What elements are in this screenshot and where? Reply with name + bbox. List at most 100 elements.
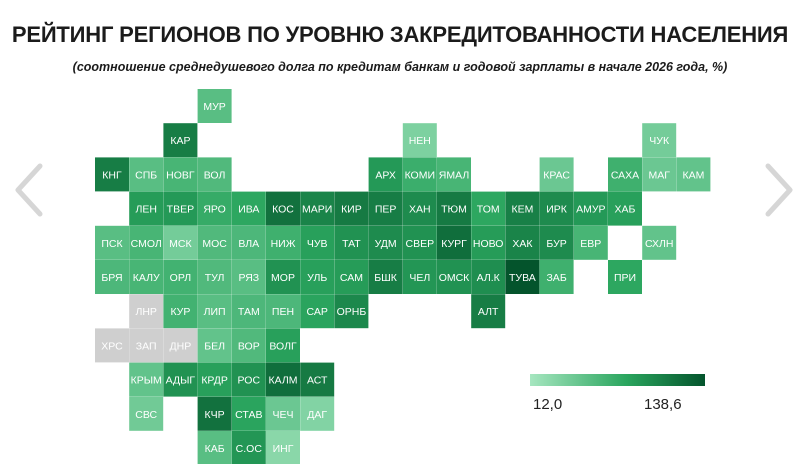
region-tile (197, 89, 232, 123)
region-tile (368, 157, 403, 192)
region-tile (539, 157, 574, 192)
region-cell: КУРГ (437, 225, 471, 260)
region-label: ИВА (238, 204, 259, 216)
region-cell: ОМСК (437, 260, 471, 294)
region-tile (402, 157, 437, 192)
region-cell: ТОМ (471, 191, 506, 226)
region-cell: ТУЛ (197, 260, 232, 294)
region-tile (129, 191, 164, 226)
region-cell: КАБ (197, 431, 232, 464)
region-tile (300, 191, 335, 226)
region-label: ЛНР (135, 306, 156, 318)
region-label: ЧУК (649, 135, 670, 147)
region-tile (402, 123, 437, 158)
chevron-left-icon (15, 163, 43, 217)
region-label: САР (307, 306, 328, 318)
region-label: СТАВ (235, 409, 262, 421)
region-label: ТВЕР (167, 204, 194, 216)
region-tile (197, 191, 232, 226)
region-cell: АМУР (573, 191, 608, 226)
region-cell: МАГ (642, 157, 677, 192)
region-tile (163, 225, 198, 260)
region-tile (608, 191, 642, 226)
region-tile (334, 191, 369, 226)
region-label: ВОЛГ (269, 340, 297, 352)
region-cell: БУР (539, 225, 574, 260)
region-label: НОВГ (166, 169, 195, 181)
region-cell: ЯРО (197, 191, 232, 226)
region-label: ЗАБ (546, 272, 566, 284)
region-label: СВЕР (406, 238, 435, 250)
region-tile (300, 294, 335, 329)
region-tile (437, 225, 471, 260)
next-slide-button[interactable] (758, 160, 798, 220)
region-label: РЯЗ (238, 272, 259, 284)
region-cell: БШК (368, 260, 403, 294)
region-cell: ХАК (505, 225, 540, 260)
region-tile (95, 157, 129, 192)
region-tile (437, 157, 471, 192)
region-cell: ЛЕН (129, 191, 164, 226)
region-label: КУР (170, 306, 190, 318)
chart-subtitle: (соотношение среднедушевого долга по кре… (72, 60, 728, 74)
region-tile (129, 362, 164, 397)
region-cell: КЕМ (505, 191, 540, 226)
region-tile (197, 157, 232, 192)
region-cell: АЛ.К (471, 260, 506, 294)
legend-min-label: 12,0 (533, 396, 563, 413)
region-cell: АДЫГ (163, 362, 198, 397)
region-tile (266, 260, 300, 294)
region-label: ПЕР (375, 204, 397, 216)
region-tile (402, 191, 437, 226)
region-label: ХАК (512, 238, 533, 250)
region-cell: СХЛН (642, 225, 677, 260)
region-label: БЕЛ (204, 340, 225, 352)
region-label: МАРИ (302, 204, 332, 216)
region-cell: ЗАБ (539, 260, 574, 294)
region-tile (231, 396, 266, 431)
region-cell: КОМИ (402, 157, 437, 192)
region-label: ТУЛ (205, 272, 225, 284)
region-tile (197, 260, 232, 294)
region-tile (402, 260, 437, 294)
region-tile (334, 225, 369, 260)
region-tile (129, 328, 164, 363)
region-label: АМУР (576, 204, 605, 216)
region-cell: КЧР (197, 396, 232, 431)
region-label: САХА (611, 169, 639, 181)
region-tile (163, 191, 198, 226)
region-cell: РЯЗ (231, 260, 266, 294)
region-cell: МСК (163, 225, 198, 260)
region-label: ОМСК (439, 272, 470, 284)
region-tile (676, 157, 711, 192)
region-tile (573, 191, 608, 226)
region-cell: ИНГ (266, 431, 300, 464)
region-label: ХАН (409, 204, 431, 216)
region-cell: КАР (163, 123, 198, 158)
region-label: ВЛА (238, 238, 259, 250)
region-tile (266, 191, 300, 226)
region-label: ДНР (170, 340, 192, 352)
region-label: СМОЛ (131, 238, 162, 250)
region-label: КРДР (201, 375, 228, 387)
previous-slide-button[interactable] (10, 160, 50, 220)
region-cell: ХРС (95, 328, 129, 363)
region-tile (95, 260, 129, 294)
region-cell: ПРИ (608, 260, 642, 294)
region-label: ВОЛ (204, 169, 226, 181)
region-tile (642, 225, 677, 260)
region-label: КУРГ (441, 238, 467, 250)
region-label: АЛТ (478, 306, 499, 318)
region-label: ОРЛ (170, 272, 192, 284)
region-label: ЗАП (136, 340, 157, 352)
region-label: УЛЬ (307, 272, 327, 284)
region-label: СВС (135, 409, 157, 421)
region-label: МОС (202, 238, 227, 250)
region-cell: САР (300, 294, 335, 329)
region-cell: КРДР (197, 362, 232, 397)
region-cell: КРАС (539, 157, 574, 192)
region-label: ПСК (101, 238, 123, 250)
region-cell: ТАТ (334, 225, 369, 260)
region-label: ХРС (101, 340, 123, 352)
region-cell: ВОЛГ (266, 328, 300, 363)
